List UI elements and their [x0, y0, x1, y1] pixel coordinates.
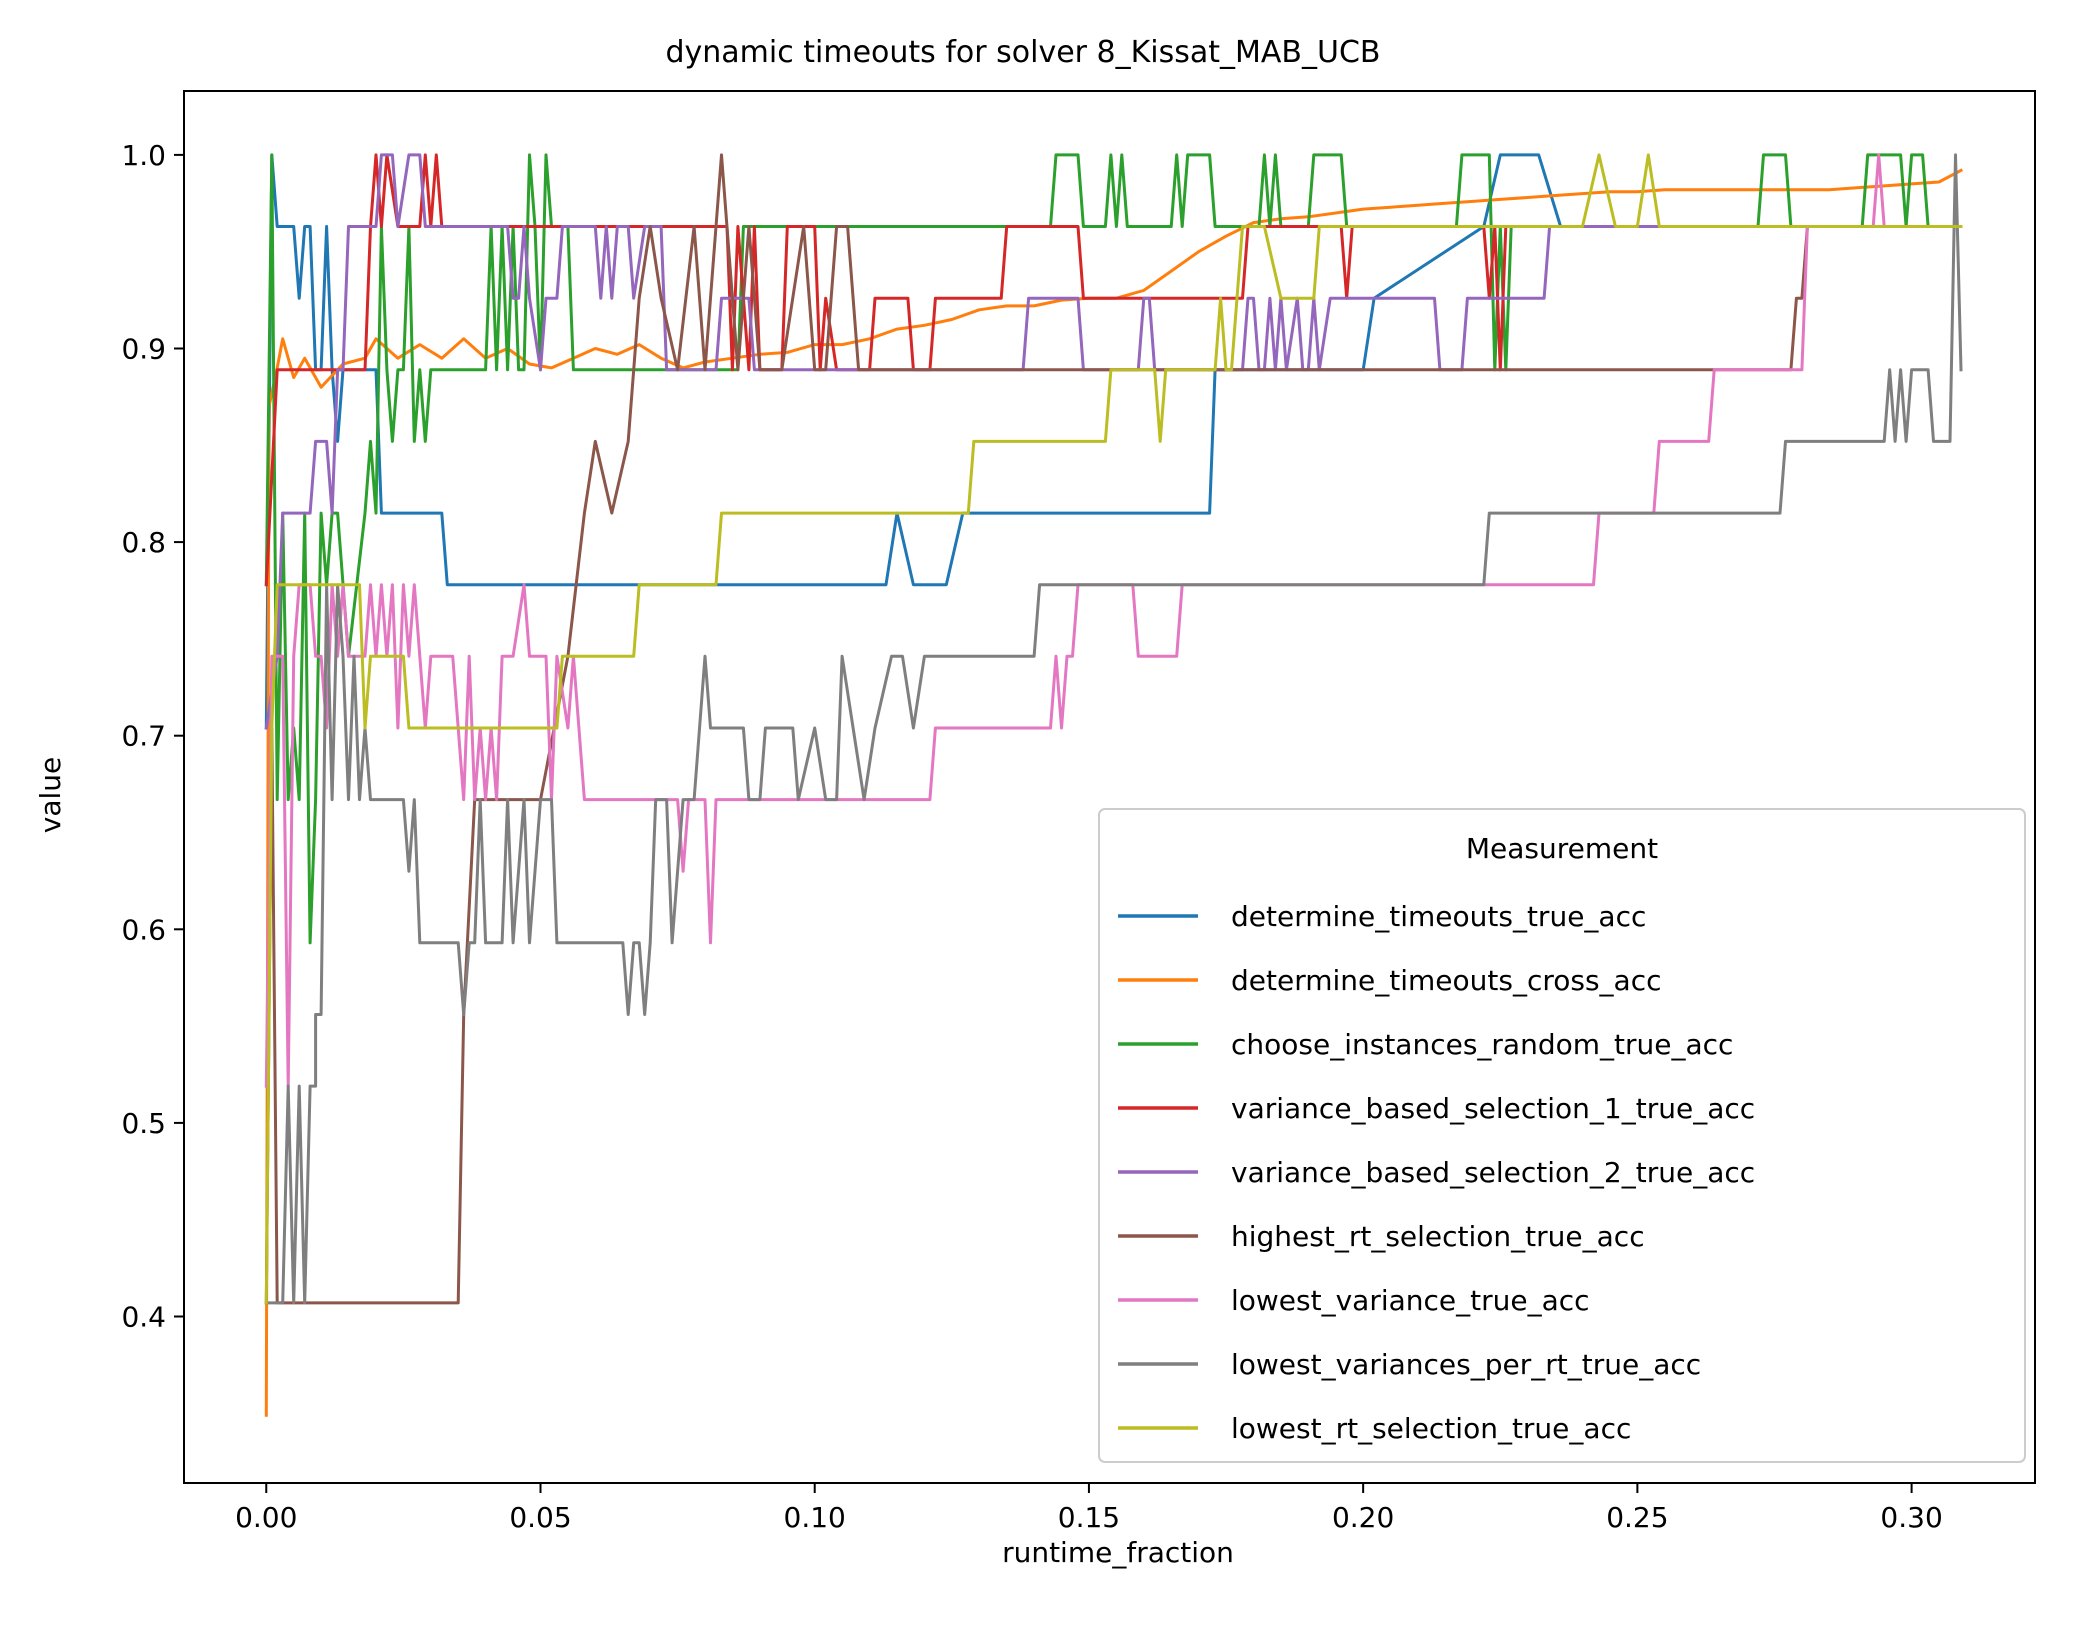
legend-box [1098, 808, 2026, 1463]
chart-title: dynamic timeouts for solver 8_Kissat_MAB… [665, 35, 1380, 70]
x-axis-label: runtime_fraction [1002, 1536, 1234, 1569]
series-line-determine_timeouts_true_acc [264, 153, 1963, 730]
axes-frame [183, 90, 2036, 1484]
y-axis-label: value [34, 757, 67, 833]
legend-entry-label: highest_rt_selection_true_acc [1231, 1220, 1645, 1253]
legend-entry-label: variance_based_selection_2_true_acc [1231, 1156, 1755, 1189]
y-tick-label: 0.7 [121, 720, 166, 753]
series-line-determine_timeouts_cross_acc [264, 168, 1964, 1417]
legend-entry-label: variance_based_selection_1_true_acc [1231, 1092, 1755, 1125]
legend-entry-label: lowest_rt_selection_true_acc [1231, 1412, 1631, 1445]
x-tick-label: 0.20 [1332, 1501, 1394, 1534]
y-tick-label: 0.5 [121, 1107, 166, 1140]
x-tick-label: 0.05 [509, 1501, 571, 1534]
legend: Measurement determine_timeouts_true_accd… [1098, 808, 2026, 1463]
x-tick-label: 0.10 [784, 1501, 846, 1534]
y-tick-label: 0.6 [121, 913, 166, 946]
y-tick-label: 1.0 [121, 139, 166, 172]
axis-ticks: 0.00 0.05 0.10 0.15 0.20 0.25 0.30 0.4 0.5 0.6 0.7… [121, 139, 1942, 1534]
legend-entry-label: lowest_variances_per_rt_true_acc [1231, 1348, 1701, 1381]
series-line-lowest_variance_true_acc [264, 153, 1963, 1088]
x-tick-label: 0.25 [1606, 1501, 1668, 1534]
plot-area [264, 153, 1964, 1417]
x-tick-label: 0.15 [1058, 1501, 1120, 1534]
legend-entry-label: lowest_variance_true_acc [1231, 1284, 1590, 1317]
legend-entry-label: determine_timeouts_cross_acc [1231, 964, 1662, 997]
legend-entry-label: determine_timeouts_true_acc [1231, 900, 1646, 933]
legend-title: Measurement [1466, 832, 1658, 865]
series-line-lowest_rt_selection_true_acc [264, 153, 1963, 1305]
x-tick-label: 0.30 [1880, 1501, 1942, 1534]
y-tick-label: 0.4 [121, 1301, 166, 1334]
legend-entry-label: choose_instances_random_true_acc [1231, 1028, 1733, 1061]
x-tick-label: 0.00 [235, 1501, 297, 1534]
y-tick-label: 0.9 [121, 332, 166, 365]
series-line-lowest_variances_per_rt_true_acc [264, 153, 1963, 1305]
y-tick-label: 0.8 [121, 526, 166, 559]
